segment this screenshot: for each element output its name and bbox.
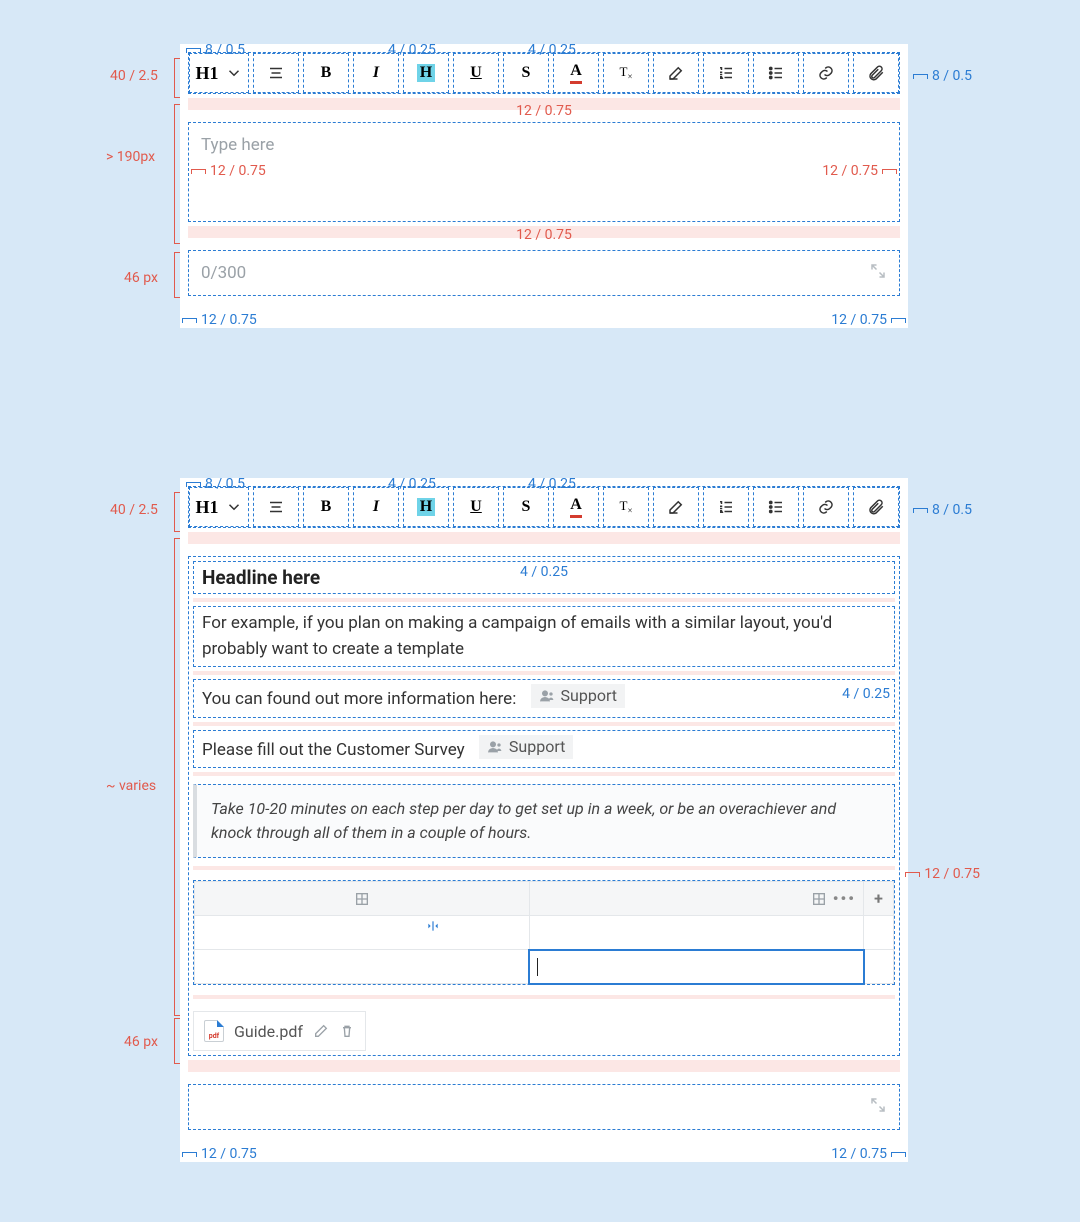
under-measurements: 12 / 0.75 12 / 0.75	[180, 1138, 908, 1162]
anno-footer-height: 46 px	[124, 1034, 158, 1050]
heading-button[interactable]: H1	[189, 53, 249, 93]
textstyle-button[interactable]	[653, 487, 699, 527]
attach-button[interactable]	[853, 53, 899, 93]
editor-footer: 0/300	[188, 250, 900, 296]
link-button[interactable]	[803, 487, 849, 527]
mention-chip[interactable]: Support	[531, 684, 625, 708]
content-line-with-chip[interactable]: Please fill out the Customer Survey Supp…	[193, 730, 895, 769]
toolbar: H1 BIHUSAT×	[189, 53, 899, 93]
italic-button[interactable]: I	[353, 487, 399, 527]
add-column-button[interactable]: +	[864, 882, 894, 916]
ul-button[interactable]	[753, 487, 799, 527]
clear-button[interactable]: T×	[603, 487, 649, 527]
table-cell[interactable]	[864, 950, 894, 984]
highlight-button[interactable]: H	[403, 53, 449, 93]
pdf-icon: pdf	[204, 1020, 224, 1042]
editor-spec-card-empty: 40 / 2.5 > 190px 46 px 8 / 0.5 4 / 0.25 …	[180, 44, 908, 328]
editor-spec-card-filled: 40 / 2.5 ~ varies 46 px 8 / 0.5 4 / 0.25…	[180, 478, 908, 1162]
anno-footer-height: 46 px	[124, 270, 158, 286]
strike-button[interactable]: S	[503, 487, 549, 527]
blockquote[interactable]: Take 10-20 minutes on each step per day …	[193, 784, 895, 858]
spacing-strip	[188, 532, 900, 544]
anno-top-right: 8 / 0.5	[913, 502, 972, 518]
anno-top-mid1: 4 / 0.25	[388, 42, 436, 58]
anno-inner-left: 12 / 0.75	[191, 163, 266, 179]
align-button[interactable]	[253, 53, 299, 93]
textstyle-button[interactable]	[653, 53, 699, 93]
ol-button[interactable]	[703, 53, 749, 93]
anno-top-right: 8 / 0.5	[913, 68, 972, 84]
table-cell-active[interactable]	[529, 950, 864, 984]
attachment-chip[interactable]: pdf Guide.pdf	[193, 1011, 366, 1051]
highlight-button[interactable]: H	[403, 487, 449, 527]
table-cell[interactable]	[195, 950, 530, 984]
spacing-strip	[188, 1060, 900, 1072]
link-button[interactable]	[803, 53, 849, 93]
table-cell[interactable]	[529, 916, 864, 950]
column-resize-handle[interactable]	[426, 919, 440, 933]
anno-top-left: 8 / 0.5	[186, 476, 245, 492]
edit-icon[interactable]	[313, 1023, 329, 1039]
anno-top-mid2: 4 / 0.25	[528, 476, 576, 492]
heading-button[interactable]: H1	[189, 487, 249, 527]
italic-button[interactable]: I	[353, 53, 399, 93]
chip-label: Support	[561, 684, 617, 708]
anno-inner-bottom: 12 / 0.75	[516, 227, 572, 243]
table-header-cell[interactable]	[195, 882, 530, 916]
table-header-cell[interactable]: •••	[529, 882, 864, 916]
table-cell[interactable]	[864, 916, 894, 950]
anno-row-gap: 4 / 0.25	[520, 564, 568, 580]
attach-button[interactable]	[853, 487, 899, 527]
ul-button[interactable]	[753, 53, 799, 93]
under-measurements: 12 / 0.75 12 / 0.75	[180, 304, 908, 328]
textcolor-button[interactable]: A	[553, 53, 599, 93]
toolbar: H1 BIHUSAT×	[189, 487, 899, 527]
clear-button[interactable]: T×	[603, 53, 649, 93]
editor-footer	[188, 1084, 900, 1130]
anno-inner-top: 12 / 0.75	[516, 103, 572, 119]
anno-top-mid2: 4 / 0.25	[528, 42, 576, 58]
strike-button[interactable]: S	[503, 53, 549, 93]
content-paragraph[interactable]: For example, if you plan on making a cam…	[193, 606, 895, 667]
bold-button[interactable]: B	[303, 53, 349, 93]
content-line-with-chip[interactable]: You can found out more information here:…	[193, 679, 895, 718]
table-block[interactable]: ••• +	[193, 880, 895, 985]
attachment-filename: Guide.pdf	[234, 1022, 303, 1041]
ol-button[interactable]	[703, 487, 749, 527]
mention-chip[interactable]: Support	[479, 735, 573, 759]
headline-text: Headline here	[202, 566, 320, 589]
anno-top-mid1: 4 / 0.25	[388, 476, 436, 492]
underline-button[interactable]: U	[453, 53, 499, 93]
char-counter: 0/300	[201, 263, 246, 283]
anno-toolbar-height: 40 / 2.5	[110, 68, 158, 84]
placeholder-text: Type here	[201, 135, 274, 155]
more-icon[interactable]: •••	[833, 889, 856, 908]
text-caret	[537, 958, 538, 976]
line-text: You can found out more information here:	[202, 689, 516, 709]
anno-top-left: 8 / 0.5	[186, 42, 245, 58]
anno-right-pad: 12 / 0.75	[905, 866, 980, 882]
line-text: Please fill out the Customer Survey	[202, 740, 465, 760]
anno-inner-right: 12 / 0.75	[822, 163, 897, 179]
textcolor-button[interactable]: A	[553, 487, 599, 527]
align-button[interactable]	[253, 487, 299, 527]
underline-button[interactable]: U	[453, 487, 499, 527]
expand-icon[interactable]	[869, 262, 887, 285]
content-headline[interactable]: Headline here 4 / 0.25	[193, 561, 895, 594]
expand-icon[interactable]	[869, 1096, 887, 1119]
chip-label: Support	[509, 735, 565, 759]
anno-body-height: ~ varies	[106, 778, 156, 794]
anno-body-height: > 190px	[106, 149, 155, 165]
bold-button[interactable]: B	[303, 487, 349, 527]
anno-row-gap2: 4 / 0.25	[842, 684, 890, 705]
table-cell[interactable]	[195, 916, 530, 950]
editor-textarea[interactable]: Type here 12 / 0.75 12 / 0.75 12 / 0.75 …	[188, 122, 900, 222]
trash-icon[interactable]	[339, 1023, 355, 1039]
anno-toolbar-height: 40 / 2.5	[110, 502, 158, 518]
